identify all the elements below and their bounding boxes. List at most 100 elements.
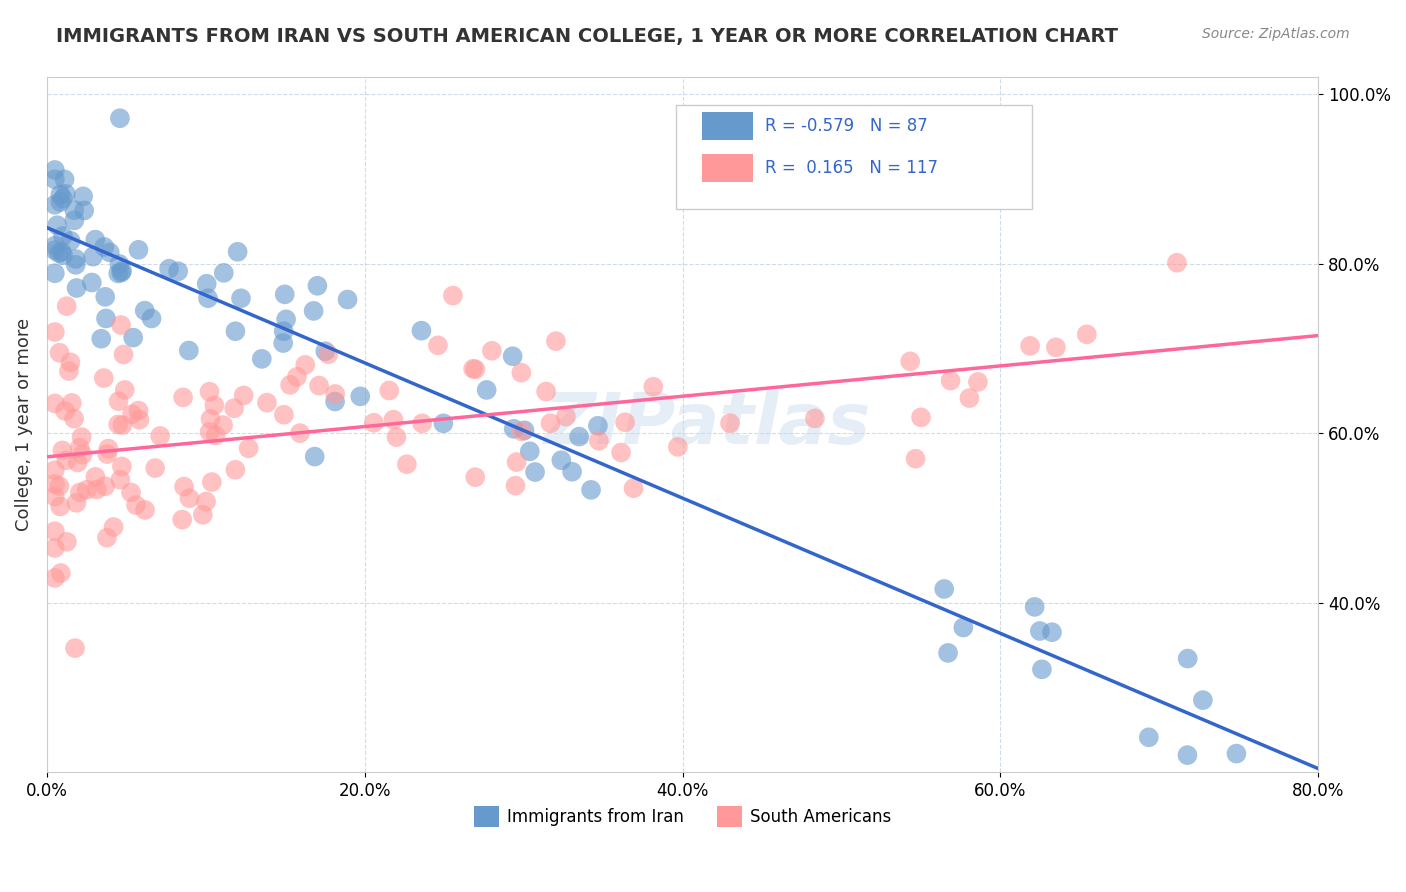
Point xyxy=(173,479,195,493)
Text: IMMIGRANTS FROM IRAN VS SOUTH AMERICAN COLLEGE, 1 YEAR OR MORE CORRELATION CHART: IMMIGRANTS FROM IRAN VS SOUTH AMERICAN C… xyxy=(56,27,1118,45)
Point xyxy=(294,358,316,372)
Point xyxy=(86,483,108,497)
Point xyxy=(586,418,609,433)
Point xyxy=(274,287,297,301)
Point xyxy=(936,646,959,660)
Point xyxy=(44,524,66,539)
Point xyxy=(285,369,308,384)
Point xyxy=(73,203,96,218)
Point xyxy=(44,477,66,491)
Point xyxy=(939,374,962,388)
Point xyxy=(179,491,201,505)
Point xyxy=(44,490,66,504)
Point xyxy=(44,571,66,585)
Point xyxy=(1076,327,1098,342)
Point xyxy=(59,355,82,369)
Point xyxy=(167,264,190,278)
Point xyxy=(316,347,339,361)
Point xyxy=(273,324,295,338)
Point xyxy=(1225,747,1247,761)
Point xyxy=(114,383,136,397)
Point xyxy=(44,541,66,555)
Point xyxy=(666,440,689,454)
Point xyxy=(411,417,433,431)
Point xyxy=(55,453,77,467)
Point xyxy=(198,384,221,399)
Point xyxy=(204,428,226,442)
Point xyxy=(432,417,454,431)
Point xyxy=(149,429,172,443)
Point xyxy=(505,478,527,492)
Point xyxy=(141,311,163,326)
Point xyxy=(110,318,132,332)
Legend: Immigrants from Iran, South Americans: Immigrants from Iran, South Americans xyxy=(467,799,898,833)
Point xyxy=(63,641,86,656)
Point xyxy=(568,429,591,443)
Point xyxy=(224,463,246,477)
Point xyxy=(475,383,498,397)
Text: Source: ZipAtlas.com: Source: ZipAtlas.com xyxy=(1202,27,1350,41)
Point xyxy=(232,388,254,402)
Point xyxy=(395,457,418,471)
Point xyxy=(250,351,273,366)
Point xyxy=(134,303,156,318)
FancyBboxPatch shape xyxy=(676,105,1032,210)
Point xyxy=(52,248,75,262)
Bar xyxy=(702,112,752,140)
Text: ZIPatlas: ZIPatlas xyxy=(544,390,872,459)
Point xyxy=(195,494,218,508)
Point xyxy=(226,244,249,259)
Point xyxy=(69,485,91,500)
Point xyxy=(108,257,131,271)
Point xyxy=(111,264,134,278)
Point xyxy=(502,422,524,436)
Point xyxy=(502,349,524,363)
Point xyxy=(1177,651,1199,665)
Point xyxy=(46,218,69,232)
Point xyxy=(143,461,166,475)
Point xyxy=(51,443,73,458)
Point xyxy=(110,265,132,279)
Point xyxy=(127,243,149,257)
Point xyxy=(53,172,76,186)
Point xyxy=(1024,599,1046,614)
Point xyxy=(44,172,66,186)
Point xyxy=(82,250,104,264)
Point xyxy=(271,336,294,351)
Point xyxy=(1031,662,1053,676)
Point xyxy=(307,278,329,293)
Point xyxy=(212,266,235,280)
Point xyxy=(1029,624,1052,638)
Point xyxy=(910,410,932,425)
Point xyxy=(49,194,72,209)
Point xyxy=(66,455,89,469)
Point xyxy=(128,413,150,427)
Point xyxy=(44,198,66,212)
Point xyxy=(122,330,145,344)
Point xyxy=(55,299,77,313)
Point xyxy=(48,345,70,359)
Point xyxy=(84,470,107,484)
Point xyxy=(191,508,214,522)
Point xyxy=(1040,625,1063,640)
Point xyxy=(524,465,547,479)
Point xyxy=(70,430,93,444)
Point xyxy=(323,387,346,401)
Point xyxy=(55,186,77,201)
Point xyxy=(94,311,117,326)
Point xyxy=(56,534,79,549)
Point xyxy=(63,203,86,218)
Point xyxy=(643,380,665,394)
Text: R =  0.165   N = 117: R = 0.165 N = 117 xyxy=(765,159,938,177)
Point xyxy=(441,288,464,302)
Point xyxy=(198,425,221,439)
Point xyxy=(44,325,66,339)
Point xyxy=(588,434,610,448)
Point xyxy=(378,384,401,398)
Point xyxy=(534,384,557,399)
Point xyxy=(49,500,72,514)
Point xyxy=(48,479,70,493)
Point xyxy=(128,403,150,417)
Point xyxy=(49,566,72,580)
Point xyxy=(97,442,120,456)
